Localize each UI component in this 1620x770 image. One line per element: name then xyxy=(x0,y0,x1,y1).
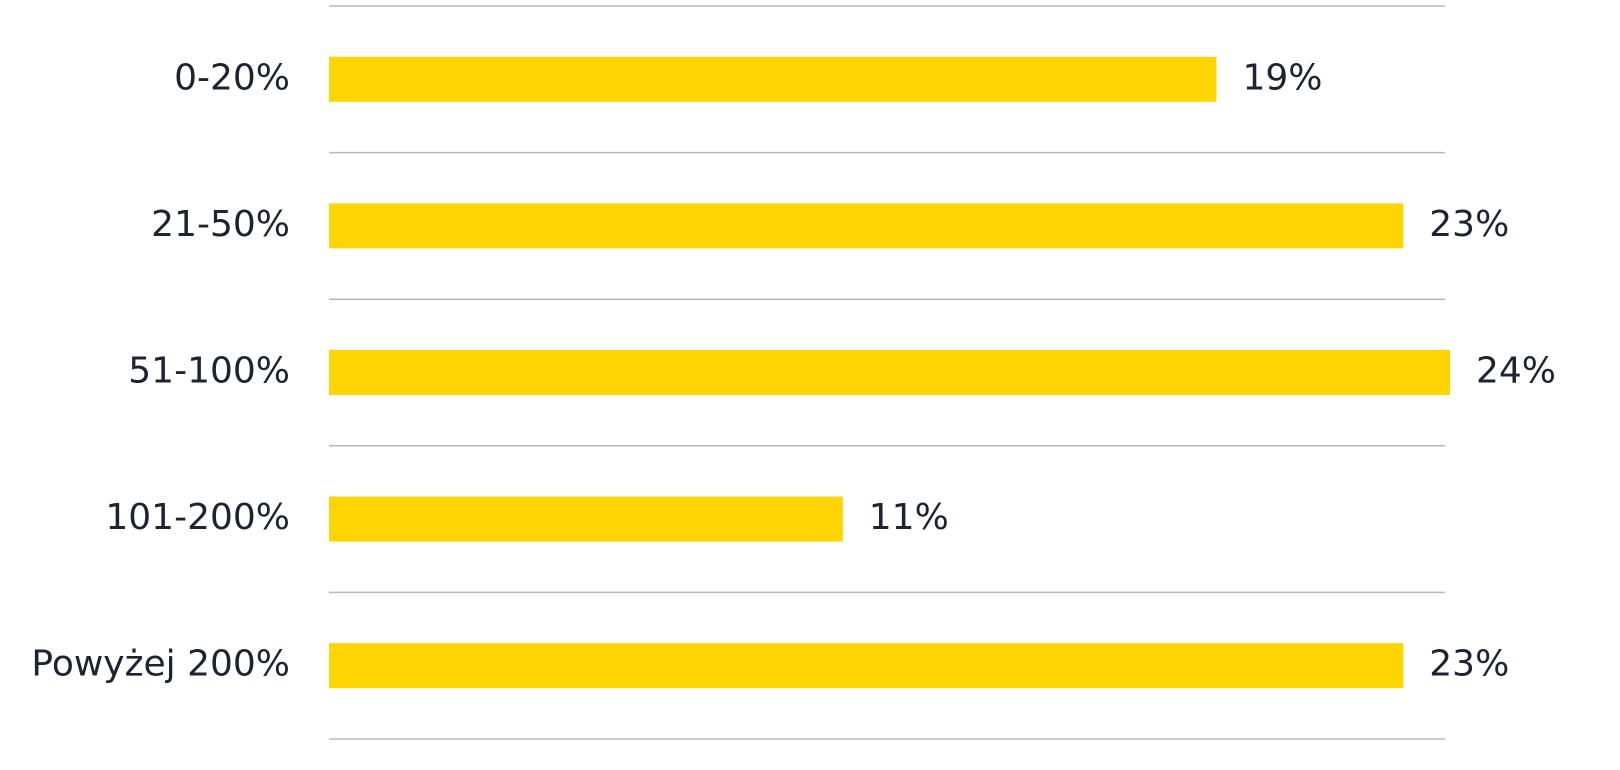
bar xyxy=(329,350,1450,395)
bar xyxy=(329,203,1404,249)
value-label: 23% xyxy=(1429,644,1509,685)
category-label: 21-50% xyxy=(151,204,290,245)
category-label: 51-100% xyxy=(128,351,290,392)
value-label: 19% xyxy=(1242,57,1322,98)
value-label: 23% xyxy=(1429,204,1509,245)
bar xyxy=(329,496,843,542)
category-label: 0-20% xyxy=(174,57,290,98)
value-label: 24% xyxy=(1476,351,1556,392)
bar xyxy=(329,643,1404,689)
category-label: Powyżej 200% xyxy=(31,644,290,685)
value-label: 11% xyxy=(869,497,949,538)
bar xyxy=(329,56,1217,102)
category-label: 101-200% xyxy=(105,497,290,538)
